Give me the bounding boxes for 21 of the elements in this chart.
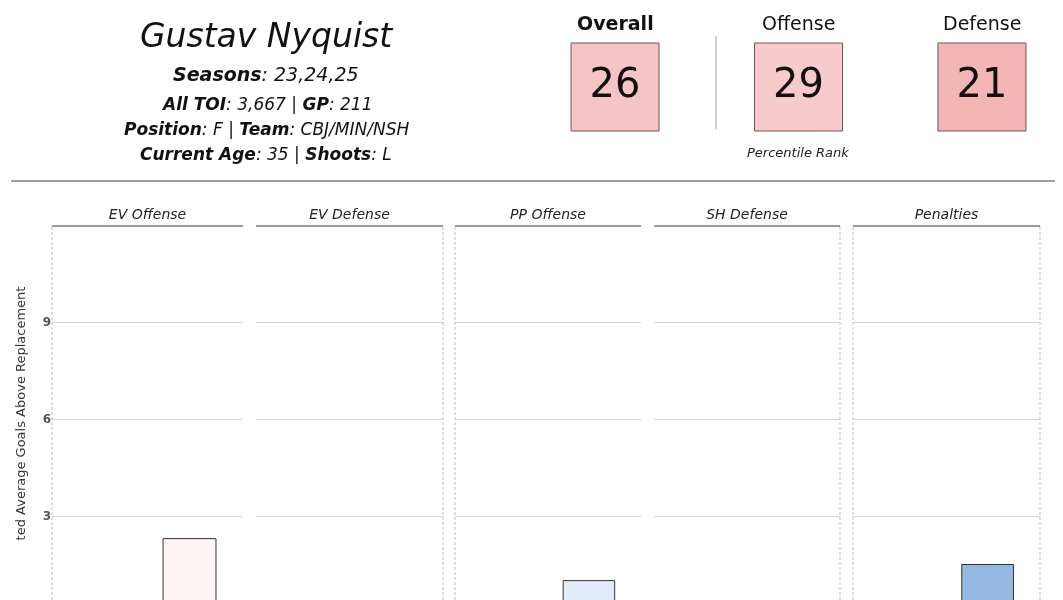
- x-tick-label: PP Offense: [510, 206, 586, 223]
- text: Seasons: 23,24,25: [173, 63, 359, 85]
- y-tick-label: 6: [42, 412, 51, 427]
- data-label: 29: [773, 60, 824, 106]
- x-tick-label: SH Defense: [706, 206, 788, 223]
- y-tick-label: 3: [42, 509, 51, 524]
- data-label: 21: [956, 60, 1008, 106]
- category-label: Overall: [577, 12, 654, 34]
- text: Position: F | Team: CBJ/MIN/NSH: [124, 119, 410, 139]
- data-label: 26: [589, 60, 641, 106]
- x-tick-label: EV Defense: [309, 206, 390, 223]
- text: Percentile Rank: [747, 145, 850, 160]
- category-label: Defense: [943, 12, 1022, 34]
- y-axis-title: ted Average Goals Above Replacement: [12, 286, 28, 541]
- text: All TOI: 3,667 | GP: 211: [161, 94, 373, 114]
- category-label: Offense: [762, 12, 836, 34]
- y-tick-label: 9: [42, 315, 51, 330]
- x-tick-label: EV Offense: [108, 206, 187, 223]
- x-tick-label: Penalties: [914, 206, 979, 223]
- text: Gustav Nyquist: [140, 16, 394, 55]
- text: Current Age: 35 | Shoots: L: [140, 144, 392, 164]
